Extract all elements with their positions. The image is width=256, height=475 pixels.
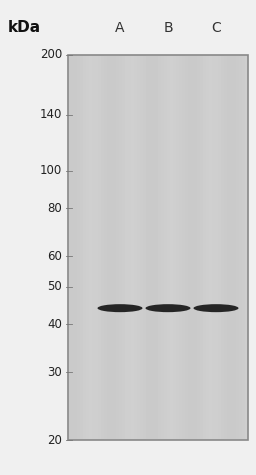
Bar [113,55,116,440]
Bar [179,55,182,440]
Bar [83,55,86,440]
Text: A: A [115,21,125,35]
Bar [200,55,203,440]
Bar [122,55,125,440]
Bar [89,55,92,440]
Bar [215,55,218,440]
Bar [134,55,137,440]
Bar [86,55,89,440]
Text: 140: 140 [40,108,62,121]
Bar [158,55,161,440]
Ellipse shape [194,304,239,312]
Bar [170,55,173,440]
Ellipse shape [145,304,190,312]
Bar [242,55,245,440]
Bar [77,55,80,440]
Bar [161,55,164,440]
Text: B: B [163,21,173,35]
Bar [245,55,248,440]
Bar [182,55,185,440]
Bar [110,55,113,440]
Text: 20: 20 [47,434,62,446]
Bar [95,55,98,440]
Bar [221,55,224,440]
Text: 100: 100 [40,164,62,177]
Text: kDa: kDa [8,20,41,36]
Bar [128,55,131,440]
Bar [107,55,110,440]
Text: 60: 60 [47,250,62,263]
Bar [197,55,200,440]
Bar [104,55,107,440]
Text: 80: 80 [47,202,62,215]
Text: 200: 200 [40,48,62,61]
Text: 40: 40 [47,318,62,331]
Bar [101,55,104,440]
Bar [239,55,242,440]
Bar [119,55,122,440]
Bar [164,55,167,440]
Bar [125,55,128,440]
Bar [191,55,194,440]
Bar [188,55,191,440]
Bar [176,55,179,440]
Bar [71,55,74,440]
Bar [98,55,101,440]
Bar [185,55,188,440]
Bar [146,55,149,440]
Bar [149,55,152,440]
Bar [203,55,206,440]
Bar [206,55,209,440]
Bar [233,55,236,440]
Bar [227,55,230,440]
Bar [155,55,158,440]
Text: C: C [211,21,221,35]
Ellipse shape [98,304,143,312]
Bar [80,55,83,440]
Bar [230,55,233,440]
Bar [68,55,248,440]
Bar [131,55,134,440]
Bar [224,55,227,440]
Bar [167,55,170,440]
Bar [140,55,143,440]
Text: 30: 30 [47,366,62,379]
Bar [116,55,119,440]
Bar [68,55,71,440]
Bar [194,55,197,440]
Bar [152,55,155,440]
Bar [143,55,146,440]
Bar [218,55,221,440]
Bar [236,55,239,440]
Bar [74,55,77,440]
Bar [173,55,176,440]
Bar [137,55,140,440]
Text: 50: 50 [47,280,62,293]
Bar [92,55,95,440]
Bar [209,55,212,440]
Bar [212,55,215,440]
